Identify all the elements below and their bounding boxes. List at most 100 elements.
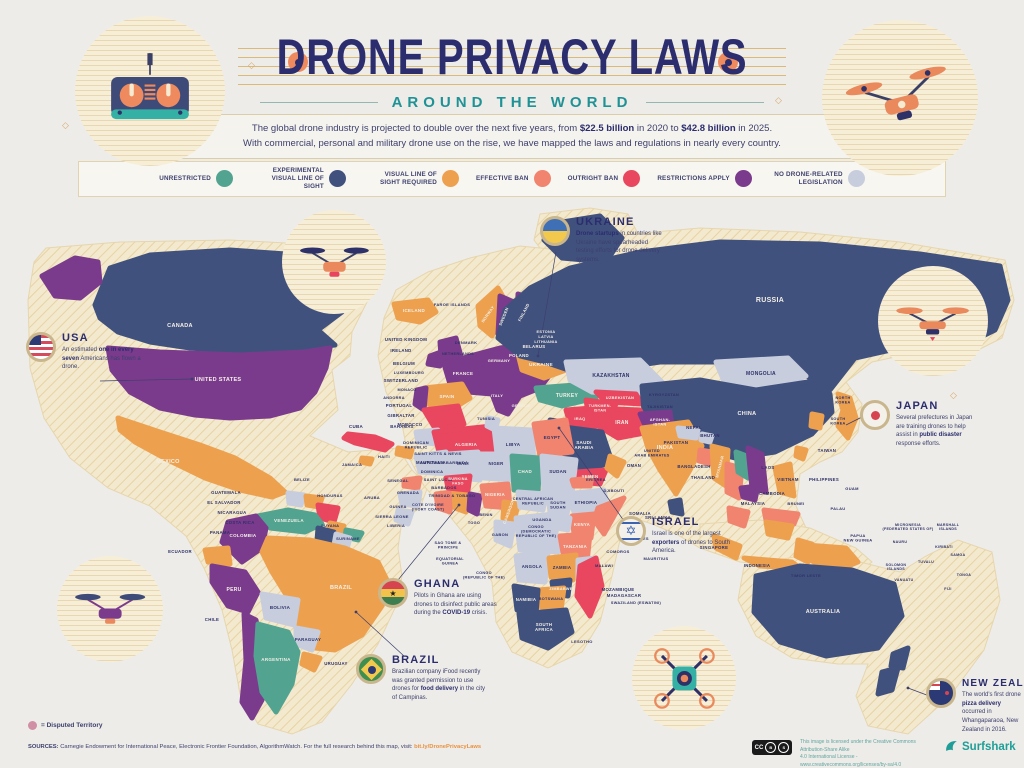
callout-new-zealand: NEW ZEALAND The world's first drone pizz…	[926, 678, 1024, 734]
country-label: UNITED KINGDOM	[385, 337, 427, 342]
country-label: FRANCE	[453, 371, 474, 376]
country-label: COSTA RICA	[225, 520, 254, 525]
legend-swatch	[215, 170, 233, 188]
country-label: FAROE ISLANDS	[434, 302, 470, 307]
country-label: MAURITIUS	[644, 556, 669, 561]
country-eritrea	[569, 475, 595, 489]
country-label: BURKINA FASO	[448, 477, 468, 485]
leader-dot	[536, 354, 540, 358]
country-label: SOLOMON ISLANDS	[886, 563, 907, 571]
leader-dot	[190, 377, 194, 381]
country-alaska	[39, 255, 103, 301]
country-morocco	[421, 403, 467, 433]
legend-swatch	[847, 170, 865, 188]
sources-link[interactable]: bit.ly/DronePrivacyLaws	[414, 744, 482, 750]
legend-label: EFFECTIVE BAN	[475, 175, 529, 183]
country-label: BRAZIL	[330, 585, 352, 591]
legend-label: UNRESTRICTED	[159, 175, 211, 183]
country-label: EL SALVADOR	[207, 500, 241, 505]
country-label: COMOROS	[606, 549, 629, 554]
country-label: EGYPT	[544, 435, 561, 440]
country-nepal	[675, 425, 701, 441]
leader-dot	[457, 503, 461, 507]
country-label: DENMARK	[455, 340, 478, 345]
country-sudan	[539, 453, 579, 497]
country-label: PORTUGAL	[386, 403, 413, 408]
intro-bold-2020: $22.5 billion	[579, 123, 635, 134]
israel-flag-icon: ✡	[616, 516, 646, 546]
country-label: SAINT LUCIA	[424, 477, 453, 482]
country-label: ITALY	[491, 393, 503, 398]
country-india	[639, 419, 705, 497]
country-peru	[209, 563, 261, 615]
country-label: DOMINICAN REPUBLIC	[403, 440, 429, 450]
ghana-flag-icon: ★	[378, 578, 408, 608]
country-label: UKRAINE	[529, 362, 553, 368]
intro-line2: With commercial, personal and military d…	[243, 137, 781, 149]
country-label: KIRIBATI	[935, 545, 953, 549]
callout-title: ISRAEL	[652, 516, 700, 528]
japan-flag-icon	[860, 400, 890, 430]
country-label: PANAMA	[210, 530, 230, 535]
leader-line	[397, 504, 460, 581]
legend-label: VISUAL LINE OF SIGHT REQUIRED	[379, 171, 437, 186]
country-label: BENIN	[479, 513, 492, 517]
country-nz_n	[888, 645, 911, 671]
country-iran	[591, 405, 653, 441]
country-australia	[751, 563, 905, 659]
country-label: TAIWAN	[818, 448, 836, 453]
country-niger	[477, 451, 515, 483]
legend-label: OUTRIGHT BAN	[567, 175, 619, 183]
country-kalimantan	[763, 519, 795, 541]
country-label: URUGUAY	[324, 661, 347, 666]
page-subtitle: AROUND THE WORLD	[391, 94, 633, 111]
country-label: SOUTH KOREA	[830, 417, 845, 425]
surfshark-brand: Surfshark	[944, 739, 1016, 754]
callout-title: BRAZIL	[392, 654, 440, 666]
country-label: GUINEA	[389, 504, 406, 509]
country-gabon_congo	[493, 519, 517, 549]
country-label: TIMOR LESTE	[791, 573, 821, 578]
country-egypt	[531, 417, 575, 459]
country-uruguay	[299, 651, 323, 673]
country-label: INDONESIA	[744, 563, 771, 568]
country-label: GIBRALTAR	[387, 413, 415, 418]
country-label: CHINA	[738, 411, 757, 417]
country-label: MONACO	[397, 388, 416, 392]
country-label: TURKEY	[556, 393, 579, 399]
country-label: POLAND	[509, 353, 529, 358]
country-label: UNITED STATES	[195, 377, 242, 383]
legend-label: RESTRICTIONS APPLY	[657, 175, 730, 183]
diamond-decoration-icon: ◇	[950, 390, 957, 400]
country-label: COLOMBIA	[230, 533, 257, 538]
country-label: CANADA	[167, 323, 193, 329]
country-label: SUDAN	[549, 469, 567, 474]
country-label: BELIZE	[294, 477, 310, 482]
legend-swatch	[533, 170, 551, 188]
surfshark-logo-icon	[946, 741, 957, 751]
country-label: ALGERIA	[455, 442, 478, 447]
country-srilanka	[667, 497, 685, 517]
country-label: SRI LANKA	[645, 515, 671, 520]
country-label: NEPAL	[686, 425, 702, 430]
country-label: SWITZERLAND	[384, 378, 419, 383]
page-title: DRONE PRIVACY LAWS	[276, 29, 748, 85]
country-bhutan	[698, 431, 715, 445]
country-label: MALAYSIA	[741, 501, 765, 506]
title-pinstripes	[238, 40, 786, 90]
callout-israel: ✡ ISRAEL Israel is one of the largest ex…	[616, 516, 738, 556]
country-car	[515, 489, 549, 513]
country-brazil	[259, 535, 391, 653]
country-label: THAILAND	[691, 475, 715, 480]
country-label: DOMINICA	[421, 469, 444, 474]
callout-title: NEW ZEALAND	[962, 678, 1024, 689]
country-jamaica	[358, 455, 375, 467]
country-label: BELARUS	[523, 344, 546, 349]
country-label: HONDURAS	[317, 493, 343, 498]
country-ecuador	[202, 545, 233, 567]
country-label: NORTH KOREA	[835, 396, 850, 404]
callout-title: UKRAINE	[576, 216, 635, 228]
country-portugal	[412, 385, 429, 413]
intro-text: The global drone industry is projected t…	[251, 123, 580, 134]
country-label: PAKISTAN	[664, 440, 689, 445]
